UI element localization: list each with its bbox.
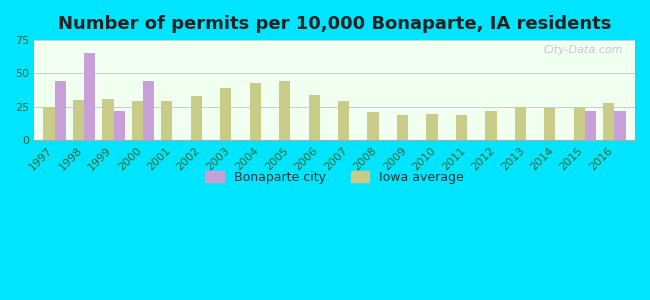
Bar: [585, 111, 596, 140]
Bar: [397, 115, 408, 140]
Bar: [84, 53, 96, 140]
Bar: [309, 95, 320, 140]
Bar: [114, 111, 125, 140]
Bar: [426, 113, 437, 140]
Bar: [544, 108, 556, 140]
Bar: [220, 88, 231, 140]
Bar: [250, 83, 261, 140]
Bar: [55, 82, 66, 140]
Bar: [73, 100, 84, 140]
Bar: [102, 99, 114, 140]
Bar: [132, 101, 143, 140]
Bar: [614, 111, 625, 140]
Text: City-Data.com: City-Data.com: [543, 45, 623, 55]
Bar: [603, 103, 614, 140]
Bar: [574, 107, 585, 140]
Bar: [515, 107, 526, 140]
Bar: [44, 107, 55, 140]
Bar: [338, 101, 349, 140]
Bar: [486, 111, 497, 140]
Bar: [190, 96, 202, 140]
Bar: [143, 82, 154, 140]
Bar: [161, 101, 172, 140]
Bar: [456, 115, 467, 140]
Bar: [279, 82, 291, 140]
Legend: Bonaparte city, Iowa average: Bonaparte city, Iowa average: [200, 166, 469, 189]
Title: Number of permits per 10,000 Bonaparte, IA residents: Number of permits per 10,000 Bonaparte, …: [58, 15, 611, 33]
Bar: [367, 112, 379, 140]
